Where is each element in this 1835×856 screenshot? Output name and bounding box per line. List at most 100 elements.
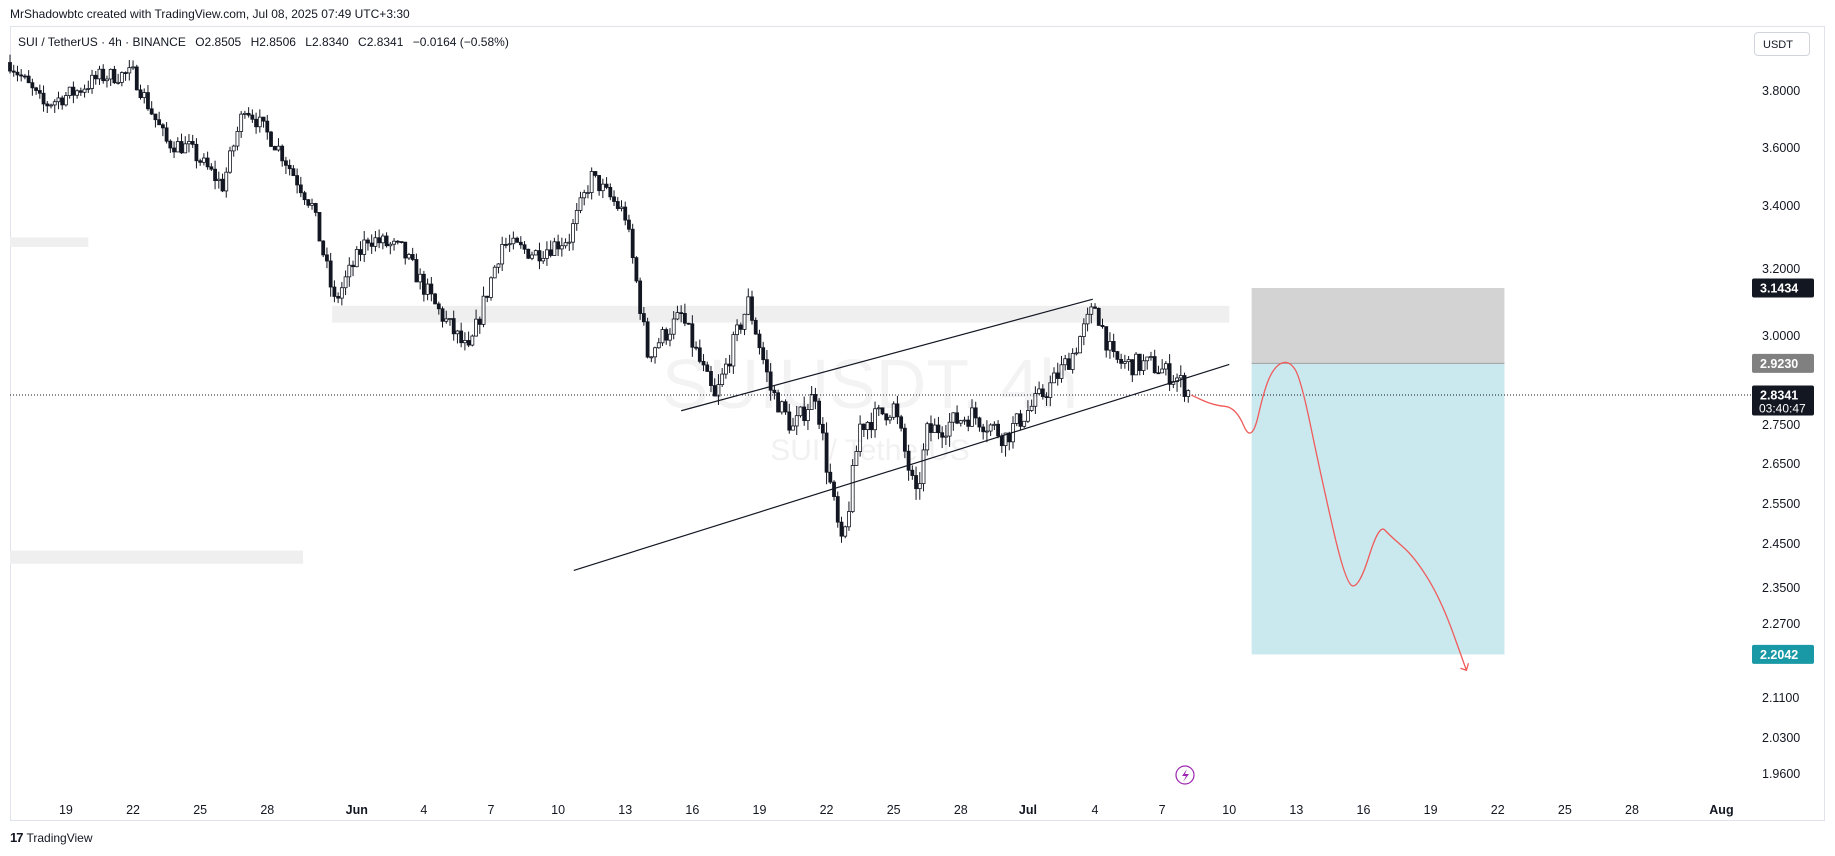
candle-body bbox=[638, 280, 643, 314]
candle-layer bbox=[8, 54, 1191, 543]
candle-body bbox=[723, 363, 728, 375]
x-tick-label: 13 bbox=[618, 803, 632, 817]
candle-body bbox=[257, 116, 262, 128]
candle-body bbox=[1134, 353, 1138, 376]
candle-body bbox=[362, 239, 367, 255]
candle-body bbox=[1130, 359, 1135, 376]
candle-body bbox=[373, 237, 378, 247]
candle-body bbox=[537, 250, 542, 262]
candle-body bbox=[164, 127, 169, 142]
candle-body bbox=[1160, 368, 1165, 374]
supply-zone bbox=[10, 550, 304, 564]
y-tick-label: 3.6000 bbox=[1762, 141, 1800, 155]
candle-body bbox=[835, 496, 840, 523]
candle-body bbox=[1111, 341, 1116, 352]
candle-body bbox=[656, 342, 661, 349]
candle-body bbox=[873, 408, 877, 431]
candle-body bbox=[515, 237, 519, 243]
candle-body bbox=[205, 157, 210, 168]
candle-body bbox=[679, 312, 684, 315]
candle-body bbox=[1067, 358, 1071, 370]
candle-body bbox=[470, 335, 475, 346]
candle-body bbox=[168, 140, 173, 149]
candle-body bbox=[56, 97, 61, 103]
candle-body bbox=[421, 273, 426, 295]
candle-body bbox=[317, 212, 322, 242]
candle-body bbox=[127, 67, 132, 74]
channel-upper-line bbox=[680, 298, 1093, 412]
supply-zone bbox=[332, 305, 1230, 323]
candle-body bbox=[451, 318, 456, 335]
candle-body bbox=[806, 409, 810, 422]
tradingview-footer[interactable]: 17 TradingView bbox=[10, 830, 93, 845]
x-tick-label: 25 bbox=[1558, 803, 1572, 817]
candle-body bbox=[1014, 413, 1019, 424]
time-axis: 19 22 25 28 Jun 4 7 10 13 16 19 22 25 28 Jul 4 7 10 13 16 19… bbox=[59, 803, 1734, 817]
candle-body bbox=[448, 318, 452, 320]
candle-body bbox=[45, 103, 50, 107]
candle-body bbox=[1149, 356, 1153, 358]
candle-body bbox=[593, 171, 598, 176]
candle-body bbox=[809, 394, 814, 411]
ohlc-values: O2.8505 H2.8506 L2.8340 C2.8341 −0.0164 … bbox=[195, 35, 515, 49]
candle-body bbox=[1186, 390, 1191, 397]
candle-body bbox=[1115, 351, 1120, 360]
candle-body bbox=[321, 240, 326, 256]
candle-body bbox=[295, 175, 300, 186]
currency-button[interactable]: USDT bbox=[1754, 32, 1810, 56]
candle-body bbox=[727, 363, 732, 367]
candle-body bbox=[78, 90, 83, 93]
candle-body bbox=[507, 243, 512, 246]
candle-body bbox=[336, 296, 341, 299]
lightning-icon[interactable] bbox=[1175, 765, 1195, 785]
candle-body bbox=[1163, 363, 1168, 370]
candle-body bbox=[552, 241, 557, 256]
candle-body bbox=[1026, 410, 1030, 422]
y-tick-label: 2.2700 bbox=[1762, 617, 1800, 631]
candle-body bbox=[149, 108, 154, 115]
candle-body bbox=[776, 392, 780, 413]
candle-body bbox=[627, 219, 631, 230]
x-tick-label: 28 bbox=[954, 803, 968, 817]
candle-body bbox=[1122, 361, 1127, 364]
candle-body bbox=[1089, 306, 1094, 315]
candle-body bbox=[791, 425, 795, 431]
candle-body bbox=[52, 101, 57, 106]
candle-body bbox=[772, 389, 777, 394]
candle-body bbox=[880, 407, 885, 415]
x-tick-label: 19 bbox=[1424, 803, 1438, 817]
x-tick-label: 28 bbox=[260, 803, 274, 817]
candle-body bbox=[694, 346, 698, 349]
candle-body bbox=[686, 322, 691, 325]
attribution-line: MrShadowbtc created with TradingView.com… bbox=[10, 7, 410, 21]
watermark-subtitle: SUI / TetherUS bbox=[770, 434, 970, 467]
candle-body bbox=[119, 72, 124, 83]
candle-body bbox=[105, 78, 109, 82]
candle-body bbox=[936, 424, 941, 434]
candle-body bbox=[597, 175, 602, 192]
candle-body bbox=[220, 178, 225, 192]
candle-body bbox=[86, 88, 91, 90]
candle-body bbox=[1137, 353, 1142, 371]
candle-body bbox=[75, 90, 80, 96]
candle-body bbox=[985, 430, 989, 433]
candle-body bbox=[742, 313, 747, 330]
candle-body bbox=[813, 394, 818, 402]
candle-body bbox=[910, 469, 915, 476]
candle-body bbox=[97, 68, 102, 80]
candle-body bbox=[615, 201, 620, 209]
candle-body bbox=[854, 451, 859, 466]
candle-body bbox=[310, 203, 314, 206]
candle-body bbox=[712, 385, 717, 397]
candle-body bbox=[630, 228, 635, 259]
candle-body bbox=[701, 360, 706, 366]
candle-body bbox=[869, 422, 874, 431]
x-tick-label: 16 bbox=[1357, 803, 1371, 817]
symbol-name[interactable]: SUI / TetherUS · 4h · BINANCE bbox=[18, 35, 186, 49]
candle-body bbox=[847, 511, 851, 528]
candle-body bbox=[284, 160, 288, 166]
take-profit-zone bbox=[1251, 363, 1505, 655]
candle-body bbox=[190, 141, 195, 145]
